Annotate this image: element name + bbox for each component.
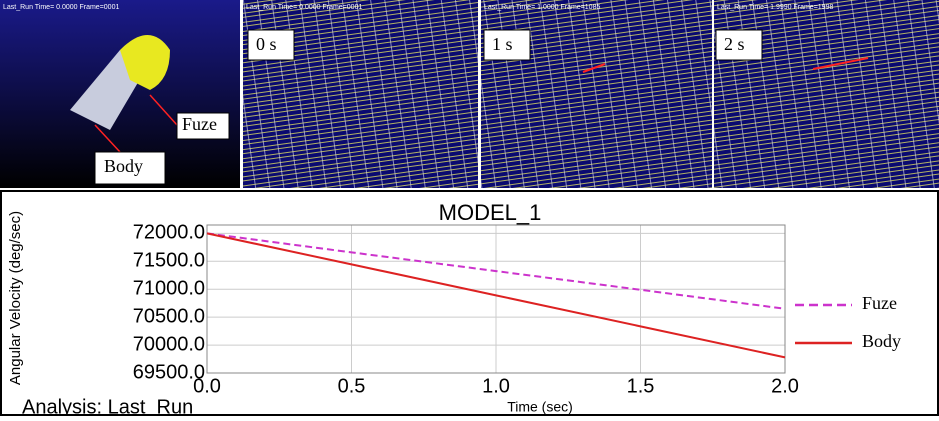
panel-label: Body (104, 156, 143, 176)
x-tick-label: 1.5 (627, 375, 655, 397)
panel-label: 2 s (724, 34, 745, 54)
panel-label: Fuze (182, 114, 217, 134)
x-axis-label: Time (sec) (507, 399, 573, 415)
x-tick-label: 2.0 (771, 375, 799, 397)
x-tick-label: 0.0 (193, 375, 221, 397)
y-tick-label: 70000.0 (133, 333, 205, 355)
y-tick-label: 72000.0 (133, 222, 205, 244)
legend-label: Fuze (862, 293, 897, 313)
chart-title: MODEL_1 (439, 200, 542, 225)
panel (243, 0, 478, 188)
y-tick-label: 71500.0 (133, 250, 205, 272)
panel (481, 0, 712, 188)
y-axis-label: Angular Velocity (deg/sec) (7, 211, 24, 385)
panel-header: Last_Run Time= 0.0000 Frame=0001 (3, 4, 119, 11)
x-tick-label: 0.5 (338, 375, 366, 397)
y-tick-label: 71000.0 (133, 278, 205, 300)
panel (714, 0, 939, 188)
panel-header: Last_Run Time= 0.0000 Frame=0001 (246, 4, 362, 11)
panel-label: 1 s (492, 34, 513, 54)
figure: Fuze Body Last_Run Time= 0.0000 Frame=00… (0, 0, 939, 416)
legend-label: Body (862, 331, 901, 351)
x-tick-label: 1.0 (482, 375, 510, 397)
panel-header: Last_Run Time= 1.9990 Frame=1998 (717, 4, 833, 11)
y-tick-label: 70500.0 (133, 305, 205, 327)
panel-label: 0 s (256, 34, 277, 54)
panel-header: Last_Run Time= 1.0000 Frame=1085 (484, 4, 600, 11)
footer: Analysis: Last_Run (22, 396, 193, 416)
